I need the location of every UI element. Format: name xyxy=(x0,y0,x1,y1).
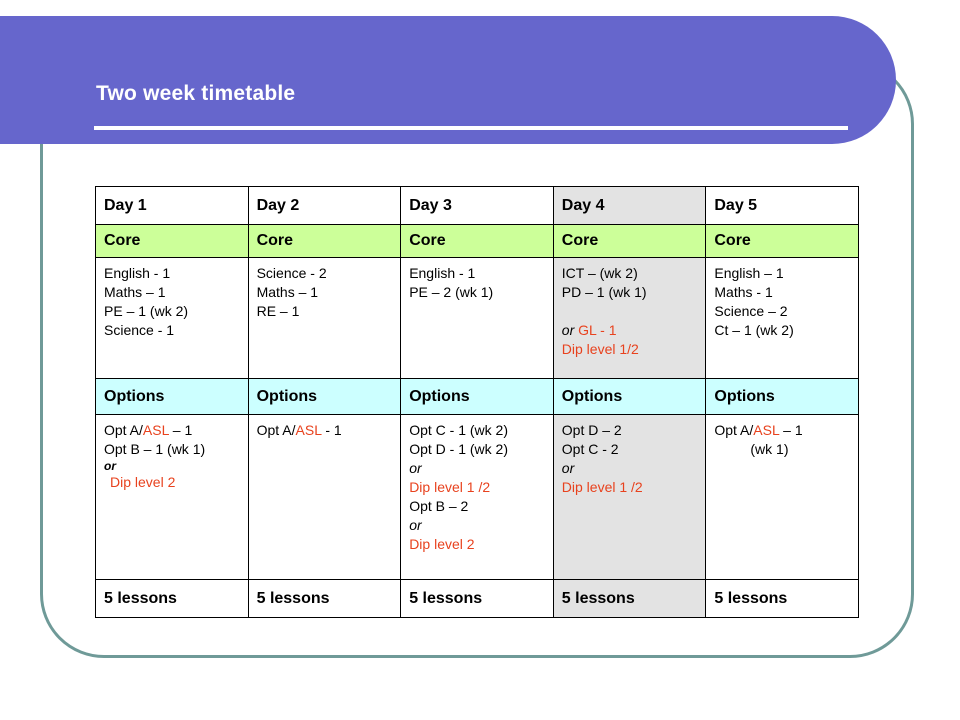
core-label: Core xyxy=(95,224,249,258)
asl-text: ASL xyxy=(142,422,169,438)
or-text: or xyxy=(561,460,575,476)
core-lessons-row: English - 1 Maths – 1 PE – 1 (wk 2) Scie… xyxy=(95,257,859,379)
lesson: English - 1 xyxy=(409,265,476,281)
lesson: GL - 1 xyxy=(578,322,617,338)
asl-text: ASL xyxy=(295,422,322,438)
asl-text: ASL xyxy=(753,422,780,438)
lesson: PE – 1 (wk 2) xyxy=(104,303,189,319)
day-header: Day 5 xyxy=(705,186,859,225)
day-header: Day 2 xyxy=(247,186,402,225)
lesson: Opt C - 1 (wk 2) xyxy=(409,422,508,438)
day-header-row: Day 1 Day 2 Day 3 Day 4 Day 5 xyxy=(95,186,859,225)
slide-title: Two week timetable xyxy=(96,82,296,105)
day-header: Day 1 xyxy=(95,186,249,225)
lesson: PE – 2 (wk 1) xyxy=(409,284,494,300)
core-label: Core xyxy=(552,224,707,258)
or-text: or xyxy=(409,460,422,476)
title-underline xyxy=(94,126,848,130)
lesson-count: 5 lessons xyxy=(400,579,554,618)
core-label: Core xyxy=(705,224,859,258)
or-text: or xyxy=(409,517,422,533)
lesson: PD – 1 (wk 1) xyxy=(561,284,647,300)
options-label: Options xyxy=(247,378,402,415)
core-cell-day-1: English - 1 Maths – 1 PE – 1 (wk 2) Scie… xyxy=(95,257,249,379)
lesson-count: 5 lessons xyxy=(247,579,402,618)
lesson: Dip level 1 /2 xyxy=(409,479,491,495)
lesson: English – 1 xyxy=(714,265,784,281)
core-cell-day-2: Science - 2 Maths – 1 RE – 1 xyxy=(247,257,402,379)
lesson: Science – 2 xyxy=(714,303,788,319)
option-suffix: - 1 xyxy=(321,422,342,438)
core-cell-day-5: English – 1 Maths - 1 Science – 2 Ct – 1… xyxy=(705,257,859,379)
lesson: Opt B – 2 xyxy=(409,498,469,514)
lesson: Opt D – 2 xyxy=(561,422,622,438)
lesson-count: 5 lessons xyxy=(705,579,859,618)
options-label: Options xyxy=(552,378,707,415)
or-text: or xyxy=(104,459,116,473)
option-suffix: – 1 xyxy=(168,422,193,438)
lesson: Opt B – 1 (wk 1) xyxy=(104,441,206,457)
lesson: Science - 1 xyxy=(104,322,175,338)
options-label: Options xyxy=(705,378,859,415)
options-cell-day-4: Opt D – 2 Opt C - 2 or Dip level 1 /2 xyxy=(552,414,707,580)
day-header: Day 4 xyxy=(552,186,707,225)
lesson: Opt C - 2 xyxy=(561,441,619,457)
lesson: Opt A/ASL – 1 xyxy=(714,421,858,440)
options-lessons-row: Opt A/ASL – 1 Opt B – 1 (wk 1) or Dip le… xyxy=(95,414,859,580)
lesson: Maths – 1 xyxy=(256,284,319,300)
timetable: Day 1 Day 2 Day 3 Day 4 Day 5 Core Core … xyxy=(95,186,859,618)
lesson: Maths – 1 xyxy=(104,284,166,300)
lesson: Science - 2 xyxy=(256,265,327,281)
options-cell-day-5: Opt A/ASL – 1 (wk 1) xyxy=(705,414,859,580)
or-text: or xyxy=(561,322,575,338)
spacer xyxy=(562,302,706,321)
options-cell-day-3: Opt C - 1 (wk 2) Opt D - 1 (wk 2) or Dip… xyxy=(400,414,554,580)
lesson: RE – 1 xyxy=(256,303,300,319)
option-prefix: Opt A/ xyxy=(714,422,754,438)
lesson-count: 5 lessons xyxy=(95,579,249,618)
lesson: Dip level 1 /2 xyxy=(561,479,643,495)
option-prefix: Opt A/ xyxy=(104,422,143,438)
lesson: Opt A/ASL – 1 xyxy=(104,421,248,440)
options-header-row: Options Options Options Options Options xyxy=(95,378,859,415)
options-label: Options xyxy=(95,378,249,415)
lesson-count: 5 lessons xyxy=(552,579,707,618)
options-cell-day-1: Opt A/ASL – 1 Opt B – 1 (wk 1) or Dip le… xyxy=(95,414,249,580)
lesson: (wk 1) xyxy=(750,441,789,457)
lesson-count-row: 5 lessons 5 lessons 5 lessons 5 lessons … xyxy=(95,579,859,618)
lesson: Dip level 2 xyxy=(409,536,475,552)
options-cell-day-2: Opt A/ASL - 1 xyxy=(247,414,402,580)
core-cell-day-3: English - 1 PE – 2 (wk 1) xyxy=(400,257,554,379)
lesson: Opt D - 1 (wk 2) xyxy=(409,441,508,457)
core-label: Core xyxy=(247,224,402,258)
title-banner xyxy=(0,16,896,144)
option-suffix: – 1 xyxy=(779,422,803,438)
lesson: Maths - 1 xyxy=(714,284,773,300)
option-prefix: Opt A/ xyxy=(256,422,296,438)
lesson: Opt A/ASL - 1 xyxy=(257,421,401,440)
lesson: Dip level 2 xyxy=(110,474,176,490)
lesson: Dip level 1/2 xyxy=(561,341,639,357)
core-label: Core xyxy=(400,224,554,258)
lesson: ICT – (wk 2) xyxy=(561,265,638,281)
lesson-alternative: or GL - 1 xyxy=(562,321,706,340)
lesson: English - 1 xyxy=(104,265,171,281)
lesson: Ct – 1 (wk 2) xyxy=(714,322,794,338)
day-header: Day 3 xyxy=(400,186,554,225)
options-label: Options xyxy=(400,378,554,415)
core-header-row: Core Core Core Core Core xyxy=(95,224,859,258)
core-cell-day-4: ICT – (wk 2) PD – 1 (wk 1) or GL - 1 Dip… xyxy=(552,257,707,379)
